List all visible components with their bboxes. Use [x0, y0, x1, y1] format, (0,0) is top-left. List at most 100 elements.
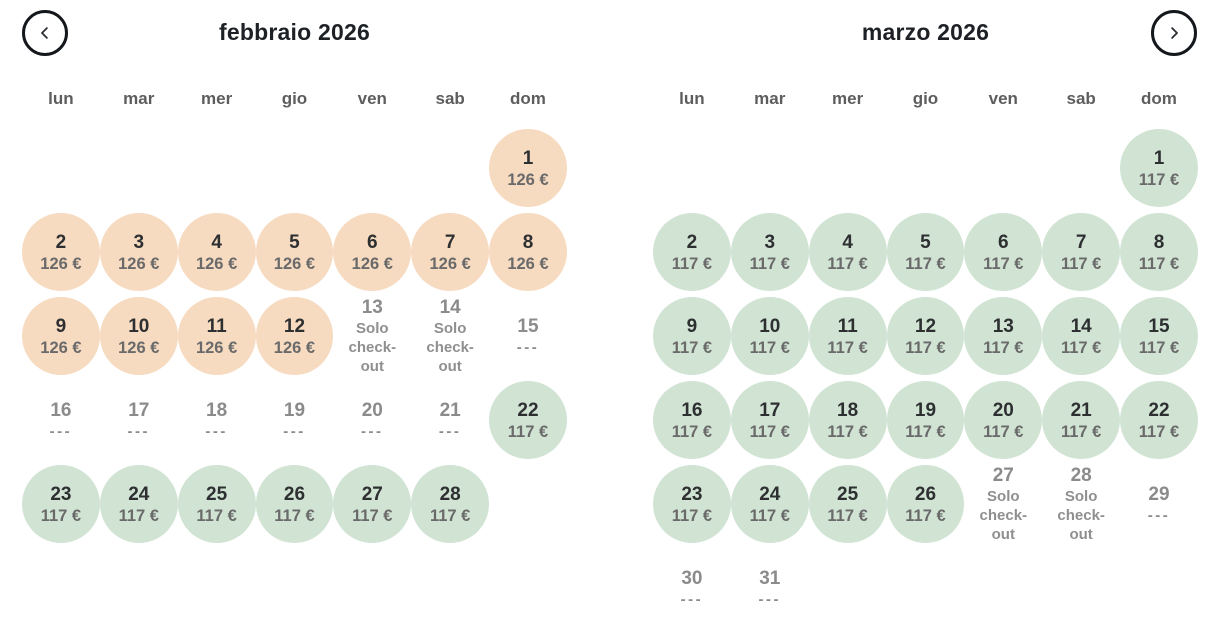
day-cell: 28 117 € [411, 462, 490, 546]
day-price: 126 € [40, 338, 82, 357]
day-cell: 19 --- [256, 378, 334, 462]
day-cell: 3 126 € [99, 210, 178, 294]
empty-day-cell [731, 126, 809, 210]
day-available[interactable]: 22 117 € [489, 381, 567, 459]
day-available[interactable]: 28 117 € [411, 465, 490, 543]
day-available[interactable]: 2 117 € [653, 213, 731, 291]
day-cell: 9 117 € [653, 294, 731, 378]
day-number: 21 [1070, 399, 1092, 421]
day-available[interactable]: 21 117 € [1042, 381, 1121, 459]
day-available[interactable]: 23 117 € [22, 465, 100, 543]
day-available[interactable]: 6 117 € [964, 213, 1043, 291]
day-available[interactable]: 4 126 € [177, 213, 256, 291]
day-available[interactable]: 1 126 € [489, 129, 567, 207]
day-available[interactable]: 7 126 € [411, 213, 490, 291]
day-available[interactable]: 4 117 € [808, 213, 887, 291]
day-available[interactable]: 5 117 € [886, 213, 965, 291]
day-cell: 5 117 € [886, 210, 965, 294]
day-cell: 2 126 € [22, 210, 100, 294]
day-cell: 13 117 € [964, 294, 1043, 378]
day-available[interactable]: 1 117 € [1120, 129, 1198, 207]
day-available[interactable]: 14 117 € [1042, 297, 1121, 375]
day-price: 117 € [352, 506, 393, 525]
day-available[interactable]: 9 126 € [22, 297, 100, 375]
day-checkout-only[interactable]: 28 Solo check-out [1051, 464, 1111, 544]
day-number: 25 [206, 483, 228, 505]
day-cell: 17 117 € [730, 378, 809, 462]
day-available[interactable]: 19 117 € [886, 381, 965, 459]
day-available[interactable]: 3 117 € [730, 213, 809, 291]
unavailable-dashes: --- [205, 422, 228, 440]
month-title: marzo 2026 [861, 19, 990, 45]
day-cell: 6 126 € [333, 210, 412, 294]
prev-month-button[interactable] [22, 10, 68, 56]
day-available[interactable]: 20 117 € [964, 381, 1043, 459]
day-cell: 25 117 € [177, 462, 256, 546]
day-checkout-only[interactable]: 14 Solo check-out [420, 296, 480, 376]
day-available[interactable]: 8 117 € [1120, 213, 1198, 291]
day-available[interactable]: 12 126 € [255, 297, 334, 375]
day-number: 24 [128, 483, 150, 505]
day-number: 25 [837, 483, 859, 505]
day-available[interactable]: 9 117 € [653, 297, 731, 375]
day-unavailable: 19 --- [283, 399, 306, 442]
day-price: 126 € [429, 254, 471, 273]
day-cell: 11 126 € [177, 294, 256, 378]
day-price: 117 € [749, 338, 790, 357]
day-checkout-only[interactable]: 13 Solo check-out [342, 296, 402, 376]
day-price: 117 € [671, 422, 713, 441]
day-cell: 24 117 € [730, 462, 809, 546]
day-available[interactable]: 23 117 € [653, 465, 731, 543]
day-unavailable: 31 --- [759, 567, 782, 610]
day-available[interactable]: 25 117 € [177, 465, 256, 543]
day-number: 16 [681, 399, 703, 421]
day-price: 117 € [1138, 338, 1180, 357]
day-available[interactable]: 8 126 € [489, 213, 567, 291]
day-price: 117 € [118, 506, 159, 525]
day-available[interactable]: 5 126 € [255, 213, 334, 291]
day-cell: 18 --- [178, 378, 256, 462]
day-number: 6 [367, 231, 378, 253]
weekday-label: mer [832, 89, 864, 108]
day-available[interactable]: 26 117 € [886, 465, 965, 543]
day-available[interactable]: 22 117 € [1120, 381, 1198, 459]
day-number: 24 [759, 483, 781, 505]
day-available[interactable]: 7 117 € [1042, 213, 1121, 291]
day-price: 117 € [749, 254, 790, 273]
day-cell: 14 Solo check-out [411, 294, 489, 378]
day-available[interactable]: 26 117 € [255, 465, 334, 543]
day-available[interactable]: 16 117 € [653, 381, 731, 459]
day-unavailable: 21 --- [439, 399, 462, 442]
day-cell: 24 117 € [99, 462, 178, 546]
day-available[interactable]: 10 126 € [99, 297, 178, 375]
day-available[interactable]: 17 117 € [730, 381, 809, 459]
day-number: 12 [283, 315, 306, 337]
day-available[interactable]: 3 126 € [99, 213, 178, 291]
day-cell: 31 --- [731, 546, 809, 630]
day-available[interactable]: 13 117 € [964, 297, 1043, 375]
day-available[interactable]: 11 117 € [808, 297, 887, 375]
day-available[interactable]: 25 117 € [808, 465, 887, 543]
day-price: 117 € [827, 422, 868, 441]
weekday-label: mar [754, 89, 786, 108]
day-available[interactable]: 18 117 € [808, 381, 887, 459]
day-checkout-only[interactable]: 27 Solo check-out [973, 464, 1033, 544]
day-cell: 13 Solo check-out [333, 294, 411, 378]
day-cell: 15 117 € [1120, 294, 1198, 378]
day-available[interactable]: 27 117 € [333, 465, 412, 543]
day-number: 15 [517, 315, 539, 337]
day-available[interactable]: 24 117 € [99, 465, 178, 543]
day-unavailable: 15 --- [517, 315, 540, 358]
empty-day-cell [256, 126, 334, 210]
day-available[interactable]: 12 117 € [886, 297, 965, 375]
day-price: 126 € [118, 254, 160, 273]
day-available[interactable]: 2 126 € [22, 213, 100, 291]
next-month-button[interactable] [1151, 10, 1197, 56]
day-available[interactable]: 11 126 € [177, 297, 256, 375]
day-price: 126 € [273, 254, 316, 273]
booking-calendar: { "nav": { "prev_icon": "chevron-left", … [22, 10, 1198, 608]
day-available[interactable]: 24 117 € [730, 465, 809, 543]
day-available[interactable]: 10 117 € [730, 297, 809, 375]
day-available[interactable]: 15 117 € [1120, 297, 1198, 375]
day-available[interactable]: 6 126 € [333, 213, 412, 291]
